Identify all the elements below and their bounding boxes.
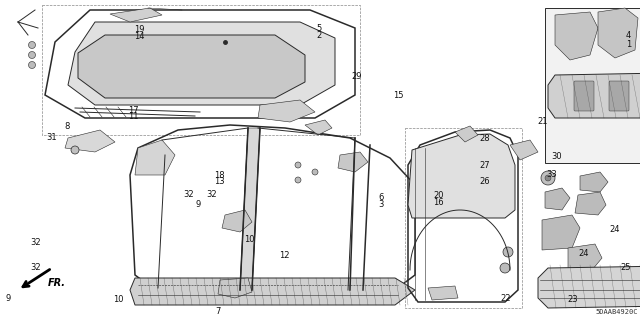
Polygon shape [455, 126, 478, 142]
Text: 6: 6 [379, 193, 384, 202]
Polygon shape [305, 120, 332, 135]
Polygon shape [130, 278, 415, 305]
Polygon shape [510, 140, 538, 160]
Circle shape [29, 62, 35, 69]
Text: 21: 21 [538, 117, 548, 126]
FancyBboxPatch shape [574, 81, 594, 111]
Text: 29: 29 [352, 72, 362, 81]
Text: FR.: FR. [48, 278, 66, 288]
Circle shape [29, 51, 35, 58]
Text: 1: 1 [626, 40, 631, 49]
Text: 26: 26 [480, 177, 490, 186]
Circle shape [545, 175, 551, 181]
Text: 24: 24 [579, 249, 589, 258]
Text: 3: 3 [379, 200, 384, 209]
Text: 2: 2 [316, 31, 321, 40]
Circle shape [295, 177, 301, 183]
FancyBboxPatch shape [545, 8, 640, 163]
Circle shape [312, 169, 318, 175]
Circle shape [71, 146, 79, 154]
Text: 17: 17 [128, 106, 138, 115]
Text: 8: 8 [65, 122, 70, 130]
Polygon shape [538, 265, 640, 308]
Text: 9: 9 [196, 200, 201, 209]
Text: 18: 18 [214, 171, 225, 180]
Polygon shape [218, 278, 252, 298]
Polygon shape [598, 8, 638, 58]
Text: 10: 10 [113, 295, 124, 304]
Polygon shape [545, 188, 570, 210]
Text: 13: 13 [214, 177, 225, 186]
Polygon shape [568, 244, 602, 270]
Polygon shape [542, 215, 580, 250]
Text: 12: 12 [280, 251, 290, 260]
Text: 5DAAB4920C: 5DAAB4920C [595, 309, 638, 315]
Text: 32: 32 [184, 190, 194, 199]
Text: 15: 15 [393, 91, 403, 100]
Polygon shape [78, 35, 305, 98]
Text: 33: 33 [547, 170, 557, 179]
Text: 10: 10 [244, 235, 255, 244]
Polygon shape [135, 140, 175, 175]
Text: 30: 30 [552, 152, 562, 161]
Text: 11: 11 [128, 112, 138, 121]
Polygon shape [548, 72, 640, 118]
Text: 25: 25 [621, 263, 631, 272]
Text: 4: 4 [626, 31, 631, 40]
Text: 7: 7 [215, 307, 220, 315]
Text: 23: 23 [568, 295, 578, 304]
Polygon shape [555, 12, 598, 60]
Text: 31: 31 [46, 133, 56, 142]
Text: 16: 16 [433, 198, 444, 207]
Polygon shape [222, 210, 252, 232]
Circle shape [295, 162, 301, 168]
Circle shape [29, 41, 35, 48]
Polygon shape [575, 192, 606, 215]
Text: 20: 20 [433, 191, 444, 200]
Circle shape [541, 171, 555, 185]
Text: 28: 28 [480, 134, 490, 143]
Polygon shape [110, 8, 162, 22]
Polygon shape [428, 286, 458, 300]
Polygon shape [408, 134, 515, 218]
Text: 32: 32 [30, 263, 40, 272]
Polygon shape [338, 152, 368, 172]
Text: 9: 9 [6, 294, 11, 303]
Polygon shape [258, 100, 315, 122]
Circle shape [503, 247, 513, 257]
Circle shape [500, 263, 510, 273]
Polygon shape [580, 172, 608, 192]
Text: 32: 32 [206, 190, 216, 199]
Text: 32: 32 [30, 238, 40, 247]
Text: 5: 5 [316, 24, 321, 33]
Text: 19: 19 [134, 25, 145, 34]
Polygon shape [65, 130, 115, 152]
FancyBboxPatch shape [609, 81, 629, 111]
Text: 14: 14 [134, 32, 145, 41]
Text: 22: 22 [500, 294, 511, 303]
Text: 27: 27 [480, 161, 490, 170]
Polygon shape [68, 22, 335, 105]
Polygon shape [240, 128, 260, 290]
Text: 24: 24 [609, 225, 620, 234]
